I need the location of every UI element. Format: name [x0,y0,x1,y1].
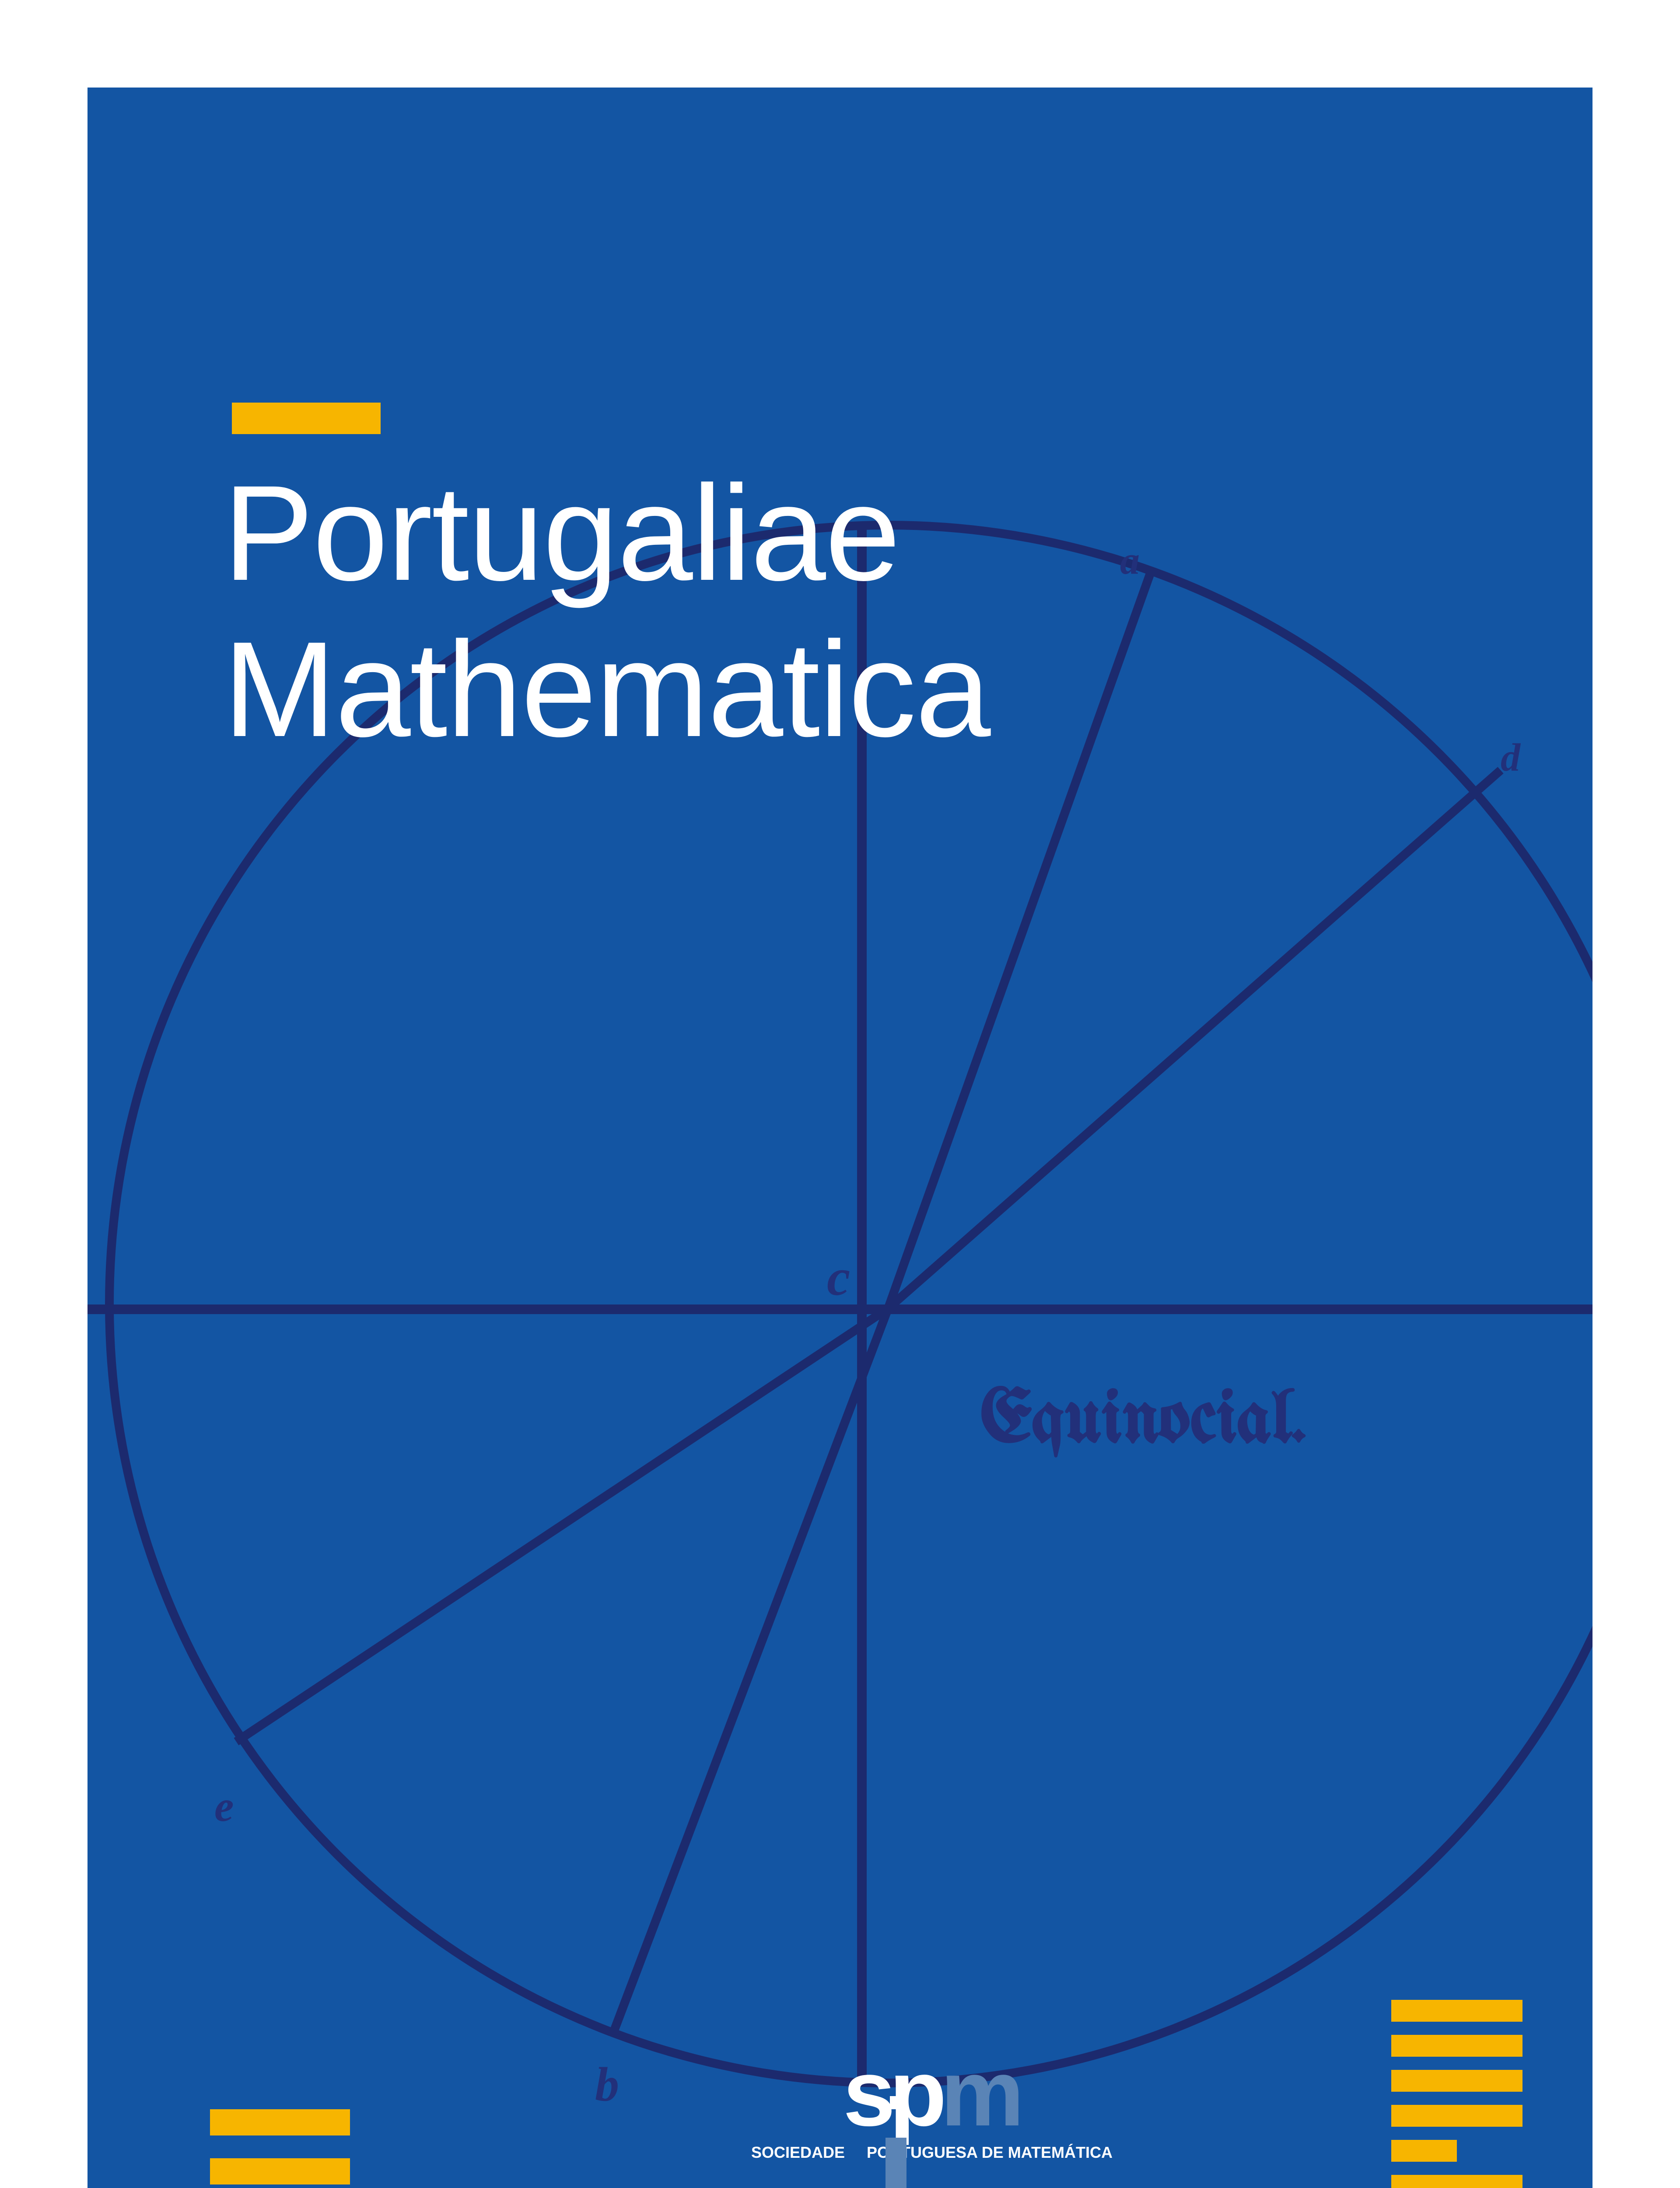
diagram-point-label: a [1120,538,1140,583]
diagram-point-label: d [1501,735,1520,780]
spm-letter-p: p [889,2046,941,2140]
spm-p-descender [886,2138,906,2188]
title-line-2: Mathematica [223,613,990,765]
accent-bars-bottom [210,2109,350,2184]
spm-tagline: SOCIEDADE PORTUGUESA DE MATEMÁTICA [735,2143,1129,2162]
accent-bar [210,2158,350,2184]
center-point-c-label: c [827,1247,850,1308]
accent-bar-top [232,403,381,434]
spm-letter-s: s [843,2046,889,2140]
journal-title: Portugaliae Mathematica [223,455,990,767]
accent-bar [210,2109,350,2135]
diagram-point-label: e [214,1781,234,1831]
diagram-point-label: b [595,2057,619,2112]
spm-letter-m: m [941,2046,1021,2140]
spm-dot-icon [890,2096,903,2109]
equinocial-label: Equinocial. [980,1383,1306,1460]
journal-cover: Portugaliae Mathematica Equinocial. c a d… [88,88,1592,2188]
spm-logo: spm SOCIEDADE PORTUGUESA DE MATEMÁTICA [735,2057,1129,2162]
title-line-1: Portugaliae [223,457,900,609]
ems-press-logo: PRESS [1391,2000,1592,2188]
spm-wordmark: spm [735,2057,1129,2140]
